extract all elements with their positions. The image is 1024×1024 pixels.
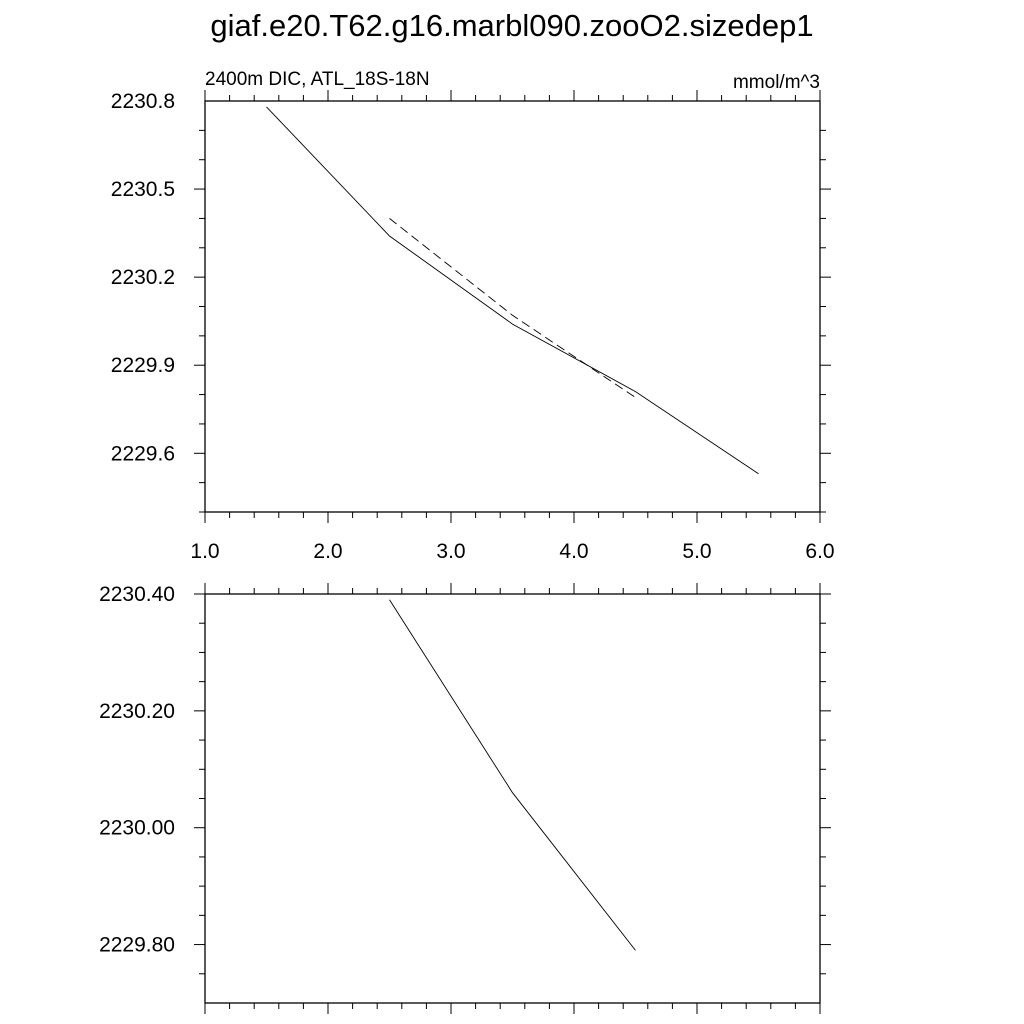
y-tick-label: 2230.00 [99,817,175,840]
y-tick-label: 2230.8 [111,90,175,113]
series-line-1 [389,599,636,951]
x-tick-label: 1.0 [190,540,219,563]
plot-frame [204,593,821,1004]
y-tick-label: 2230.40 [99,583,175,606]
chart-panel-1: 1.0 2.0 3.0 4.0 5.0 6.0 2229.6 2229.9 2230.2 2230… [111,69,835,563]
plot-frame [204,100,821,513]
y-tick-label: 2229.80 [99,934,175,957]
x-tick-label: 2.0 [313,540,342,563]
y-tick-label: 2229.6 [111,442,175,465]
panel-subtitle-left: 2400m DIC, ATL_18S-18N [205,69,430,90]
x-tick-label: 4.0 [559,540,588,563]
series-line-1 [266,106,759,475]
x-tick-label: 3.0 [436,540,465,563]
x-tick-label: 6.0 [805,540,834,563]
panel-subtitle-right: mmol/m^3 [733,72,820,93]
y-tick-label: 2230.2 [111,266,175,289]
chart-panel-2: 2229.80 2230.00 2230.20 2230.40 [99,583,831,1014]
series-line-2 [389,218,636,398]
y-tick-label: 2230.5 [111,178,175,201]
y-tick-label: 2230.20 [99,700,175,723]
x-tick-label: 5.0 [682,540,711,563]
y-tick-label: 2229.9 [111,354,175,377]
page-title: giaf.e20.T62.g16.marbl090.zooO2.sizedep1 [210,8,814,43]
